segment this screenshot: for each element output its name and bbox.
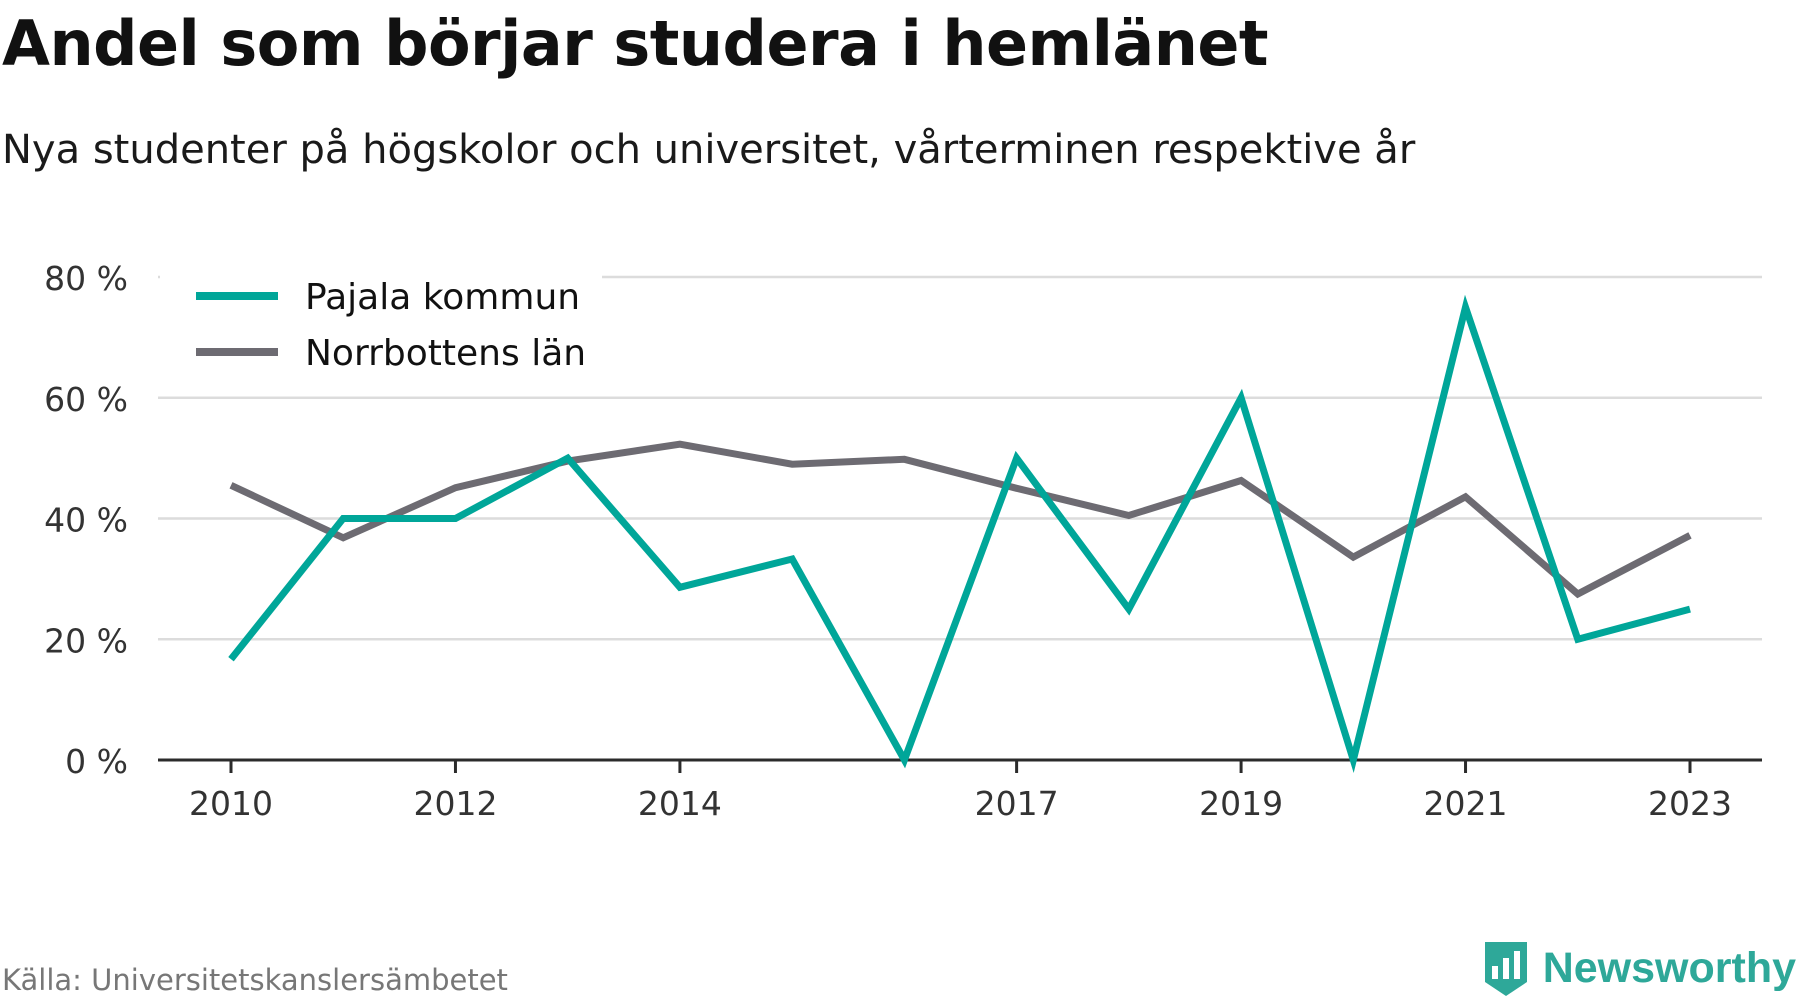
y-axis-labels: 0 % 20 % 40 % 60 % 80 % [44, 259, 128, 781]
x-tick-label: 2017 [975, 784, 1059, 823]
chart-subtitle: Nya studenter på högskolor och universit… [2, 127, 1416, 173]
legend: Pajala kommun Norrbottens län [160, 266, 602, 388]
series-line [229, 440, 1692, 599]
x-tick-label: 2023 [1648, 784, 1732, 823]
x-tick-label: 2014 [638, 784, 722, 823]
chart-title: Andel som börjar studera i hemlänet [2, 7, 1269, 80]
brand-logo: Newsworthy [1481, 936, 1796, 1000]
y-tick-label: 80 % [44, 259, 128, 298]
series-lines [228, 294, 1692, 774]
x-axis: 2010 2012 2014 2017 2019 2021 2023 [158, 758, 1762, 823]
bar-chart-shield-icon [1484, 942, 1527, 996]
legend-label: Pajala kommun [305, 277, 580, 318]
x-tick-label: 2019 [1199, 784, 1283, 823]
y-tick-label: 0 % [65, 742, 128, 781]
line-chart: 0 % 20 % 40 % 60 % 80 % 2010 2012 2014 2017 2019… [44, 259, 1762, 823]
legend-label: Norrbottens län [305, 333, 586, 374]
x-tick-label: 2012 [413, 784, 497, 823]
source-note: Källa: Universitetskanslersämbetet [2, 963, 508, 997]
series-line [228, 294, 1691, 774]
y-tick-label: 20 % [44, 621, 128, 660]
y-tick-label: 40 % [44, 501, 128, 540]
x-tick-label: 2010 [189, 784, 273, 823]
legend-background [160, 266, 602, 388]
brand-name: Newsworthy [1542, 943, 1796, 992]
x-tick-label: 2021 [1424, 784, 1508, 823]
y-tick-label: 60 % [44, 380, 128, 419]
